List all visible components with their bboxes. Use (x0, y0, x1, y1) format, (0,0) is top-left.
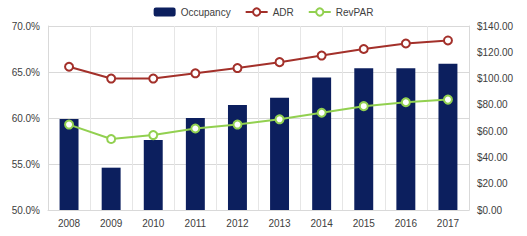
svg-text:60.0%: 60.0% (12, 113, 40, 124)
svg-text:2014: 2014 (311, 218, 334, 229)
svg-text:2015: 2015 (353, 218, 376, 229)
svg-text:$20.00: $20.00 (477, 178, 508, 189)
svg-text:2013: 2013 (268, 218, 291, 229)
svg-text:$40.00: $40.00 (477, 152, 508, 163)
svg-text:2011: 2011 (185, 218, 207, 229)
svg-text:$80.00: $80.00 (477, 99, 508, 110)
svg-text:$60.00: $60.00 (477, 126, 508, 137)
svg-text:2012: 2012 (226, 218, 249, 229)
svg-text:2017: 2017 (437, 218, 460, 229)
svg-text:65.0%: 65.0% (12, 67, 40, 78)
svg-text:70.0%: 70.0% (12, 21, 40, 32)
svg-text:2010: 2010 (142, 218, 165, 229)
svg-text:$0.00: $0.00 (477, 205, 502, 216)
svg-text:ADR: ADR (273, 7, 294, 18)
svg-text:50.0%: 50.0% (12, 205, 40, 216)
svg-text:$100.00: $100.00 (477, 73, 514, 84)
svg-text:55.0%: 55.0% (12, 159, 40, 170)
svg-text:RevPAR: RevPAR (336, 7, 374, 18)
svg-text:$140.00: $140.00 (477, 21, 514, 32)
svg-text:2016: 2016 (395, 218, 418, 229)
svg-text:Occupancy: Occupancy (181, 7, 231, 18)
svg-text:2008: 2008 (58, 218, 81, 229)
svg-text:2009: 2009 (100, 218, 123, 229)
svg-text:$120.00: $120.00 (477, 47, 514, 58)
